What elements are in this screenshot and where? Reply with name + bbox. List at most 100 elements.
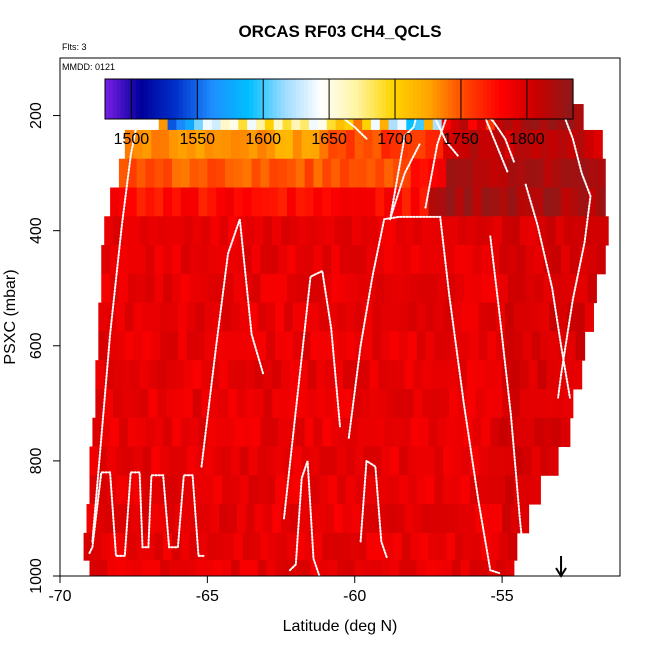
heatmap-cell [566, 302, 577, 332]
heatmap-cell [130, 216, 141, 246]
heatmap-cell [260, 532, 270, 561]
heatmap-cell [375, 532, 385, 561]
heatmap-cell [275, 129, 285, 160]
colorbar-band [210, 79, 215, 119]
heatmap-cell [163, 245, 173, 275]
heatmap-cell [116, 446, 126, 476]
heatmap-cell [561, 273, 571, 304]
heatmap-cell [348, 187, 359, 217]
heatmap-cell [587, 245, 597, 275]
heatmap-cell [475, 216, 485, 246]
heatmap-cell [154, 187, 164, 217]
heatmap-cell [281, 360, 291, 390]
heatmap-cell [124, 446, 135, 476]
heatmap-cell [531, 475, 541, 505]
heatmap-cell [372, 560, 382, 576]
heatmap-cell [340, 245, 350, 275]
heatmap-cell [434, 560, 444, 576]
heatmap-cell [416, 446, 426, 476]
heatmap-cell [116, 475, 126, 505]
heatmap-cell [225, 158, 235, 188]
heatmap-cell [390, 446, 400, 476]
heatmap-cell [127, 273, 138, 304]
heatmap-cell [189, 273, 200, 304]
heatmap-cell [540, 302, 550, 332]
colorbar-band [385, 79, 391, 119]
heatmap-cell [487, 331, 497, 361]
heatmap-cell [101, 273, 111, 304]
colorbar-band [319, 79, 324, 119]
heatmap-cell [531, 331, 541, 361]
heatmap-cell [260, 245, 270, 275]
heatmap-cell [369, 216, 379, 246]
heatmap-cell [139, 216, 149, 246]
heatmap-cell [98, 302, 108, 332]
heatmap-cell [116, 302, 126, 332]
heatmap-cell [381, 302, 391, 332]
heatmap-cell [166, 216, 176, 246]
heatmap-cell [272, 388, 282, 419]
heatmap-cell [440, 360, 450, 390]
heatmap-cell [375, 273, 385, 304]
colorbar-band [436, 79, 441, 119]
heatmap-cell [528, 388, 538, 419]
heatmap-cell [169, 446, 179, 476]
heatmap-cell [510, 216, 521, 246]
heatmap-cell [363, 302, 373, 332]
heatmap-cell [169, 475, 179, 505]
heatmap-cell [222, 129, 232, 160]
heatmap-cell [301, 446, 312, 476]
heatmap-cell [508, 273, 518, 304]
heatmap-cell [564, 360, 574, 390]
heatmap-cell [216, 245, 226, 275]
heatmap-cell [95, 388, 105, 419]
colorbar-band [159, 79, 165, 119]
colorbar-band [389, 79, 395, 119]
heatmap-cell [363, 560, 373, 576]
heatmap-cell [372, 129, 382, 160]
heatmap-cell [304, 245, 314, 275]
heatmap-cell [431, 360, 441, 390]
heatmap-cell [575, 302, 586, 332]
heatmap-cell [325, 216, 335, 246]
heatmap-cell [331, 417, 341, 447]
heatmap-cell [118, 187, 129, 217]
heatmap-cell [493, 360, 503, 390]
heatmap-cell [334, 504, 344, 534]
heatmap-cell [145, 532, 155, 561]
heatmap-cell [578, 273, 589, 304]
heatmap-cell [248, 331, 258, 361]
heatmap-cell [499, 417, 509, 447]
heatmap-cell [454, 532, 465, 561]
heatmap-cell [505, 475, 515, 505]
heatmap-cell [286, 245, 297, 275]
heatmap-cell [513, 129, 524, 160]
heatmap-cell [546, 216, 556, 246]
colorbar-band [370, 79, 375, 119]
heatmap-cell [163, 532, 173, 561]
colorbar-band [405, 79, 410, 119]
colorbar-band [413, 79, 418, 119]
heatmap-cell [407, 331, 418, 361]
heatmap-cell [228, 504, 238, 534]
colorbar-band [280, 79, 285, 119]
heatmap-cell [561, 245, 571, 275]
heatmap-cell [337, 560, 347, 576]
heatmap-cell [342, 504, 353, 534]
heatmap-cell [272, 216, 282, 246]
heatmap-cell [360, 504, 370, 534]
heatmap-cell [139, 504, 149, 534]
heatmap-cell [151, 446, 161, 476]
heatmap-cell [419, 273, 429, 304]
heatmap-cell [269, 158, 279, 188]
heatmap-cell [183, 504, 194, 534]
heatmap-cell [513, 475, 524, 505]
colorbar-tick-label: 1600 [245, 131, 281, 148]
heatmap-cell [428, 187, 438, 217]
colorbar-band [183, 79, 188, 119]
colorbar-band [475, 79, 480, 119]
heatmap-cell [113, 504, 123, 534]
heatmap-cell [198, 417, 208, 447]
heatmap-cell [490, 273, 500, 304]
colorbar-band [105, 79, 110, 119]
